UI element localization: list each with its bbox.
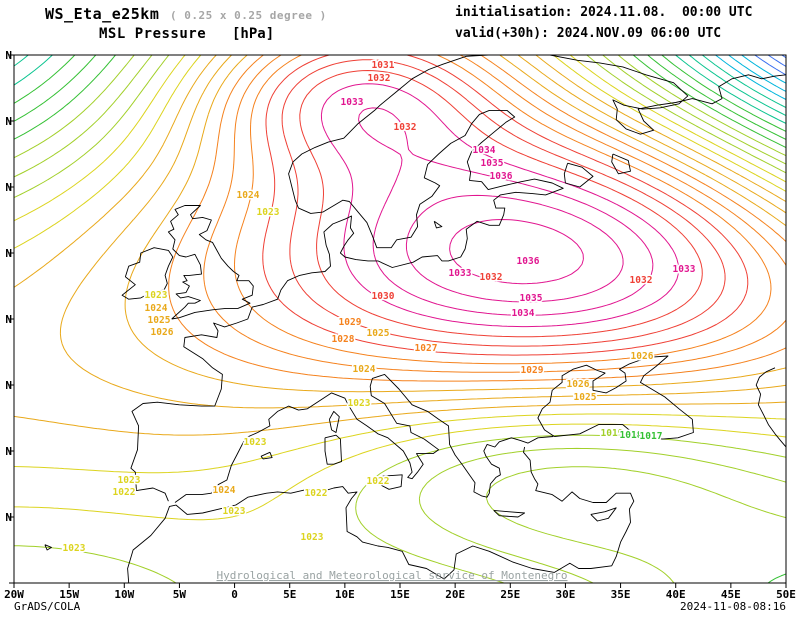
x-axis-labels: 20W 15W 10W 5W 0 5E 10E 15E 20E 25E 30E 35E 40E 45E 50… bbox=[4, 588, 796, 601]
x-axis-label: 15E bbox=[390, 588, 410, 601]
contour-label: 1033 bbox=[673, 264, 696, 275]
contour-label: 1032 bbox=[630, 275, 653, 286]
contour-labels-layer: 1031 1032 1033 1032 1034 1035 1036 1036 1033 1032… bbox=[61, 59, 697, 556]
contour-label: 1029 bbox=[521, 365, 544, 376]
y-axis-label: N bbox=[5, 445, 12, 458]
x-axis-label: 30E bbox=[555, 588, 575, 601]
contour-label: 1023 bbox=[223, 506, 246, 517]
contour-label: 1024 bbox=[213, 485, 236, 496]
contour-label: 1034 bbox=[473, 145, 496, 156]
contour-label: 1029 bbox=[339, 317, 362, 328]
field-units: [hPa] bbox=[232, 26, 275, 42]
x-axis-label: 20W bbox=[4, 588, 24, 601]
x-axis-label: 5E bbox=[283, 588, 296, 601]
contour-label: 1018 bbox=[620, 430, 643, 441]
contour-label: 1025 bbox=[367, 328, 390, 339]
contour-label: 1017 bbox=[640, 431, 663, 442]
contour-label: 1026 bbox=[567, 379, 590, 390]
init-time-label: initialisation: 2024.11.08. 00:00 UTC bbox=[455, 5, 753, 20]
contour-label: 1019 bbox=[601, 428, 624, 439]
y-axis-label: N bbox=[5, 181, 12, 194]
model-title: WS_Eta_e25km bbox=[45, 5, 160, 23]
axis-ticks bbox=[9, 54, 787, 588]
x-axis-label: 0 bbox=[231, 588, 238, 601]
contour-label: 1023 bbox=[348, 398, 371, 409]
contour-label: 1030 bbox=[372, 291, 395, 302]
creation-timestamp: 2024-11-08-08:16 bbox=[680, 600, 786, 613]
y-axis-label: N bbox=[5, 49, 12, 62]
contour-label: 1022 bbox=[113, 487, 136, 498]
y-axis-label: N bbox=[5, 511, 12, 524]
valid-time-label: valid(+30h): 2024.NOV.09 06:00 UTC bbox=[455, 26, 722, 41]
contour-label: 1024 bbox=[145, 303, 168, 314]
y-axis-label: N bbox=[5, 247, 12, 260]
x-axis-label: 10W bbox=[114, 588, 134, 601]
contour-label: 1032 bbox=[480, 272, 503, 283]
contour-label: 1023 bbox=[244, 437, 267, 448]
contour-label: 1024 bbox=[353, 364, 376, 375]
contour-label: 1025 bbox=[574, 392, 597, 403]
x-axis-label: 15W bbox=[59, 588, 79, 601]
y-axis-label: N bbox=[5, 313, 12, 326]
contour-label: 1035 bbox=[481, 158, 504, 169]
contour-label: 1028 bbox=[332, 334, 355, 345]
contour-label: 1023 bbox=[118, 475, 141, 486]
contour-label: 1026 bbox=[631, 351, 654, 362]
contour-label: 1025 bbox=[148, 315, 171, 326]
contours-layer bbox=[14, 55, 786, 583]
grads-credit: GrADS/COLA bbox=[14, 600, 81, 613]
contour-label: 1023 bbox=[257, 207, 280, 218]
contour-label: 1022 bbox=[367, 476, 390, 487]
x-axis-label: 40E bbox=[666, 588, 686, 601]
x-axis-label: 20E bbox=[445, 588, 465, 601]
contour-label: 1032 bbox=[368, 73, 391, 84]
contour-label: 1034 bbox=[512, 308, 535, 319]
contour-label: 1036 bbox=[490, 171, 513, 182]
contour-label: 1023 bbox=[301, 532, 324, 543]
contour-label: 1024 bbox=[237, 190, 260, 201]
x-axis-label: 10E bbox=[335, 588, 355, 601]
y-axis-label: N bbox=[5, 379, 12, 392]
field-title: MSL Pressure bbox=[99, 26, 207, 42]
x-axis-label: 50E bbox=[776, 588, 796, 601]
x-axis-label: 35E bbox=[611, 588, 631, 601]
x-axis-label: 5W bbox=[173, 588, 187, 601]
x-axis-label: 25E bbox=[500, 588, 520, 601]
contour-label: 1022 bbox=[305, 488, 328, 499]
contour-label: 1033 bbox=[449, 268, 472, 279]
coastlines-layer bbox=[44, 55, 786, 583]
resolution-note: ( 0.25 x 0.25 degree ) bbox=[170, 9, 327, 22]
contour-label: 1031 bbox=[372, 60, 395, 71]
contour-label: 1026 bbox=[151, 327, 174, 338]
map-frame bbox=[13, 54, 787, 584]
watermark-text: Hydrological and Meteorological service … bbox=[217, 569, 568, 582]
contour-label: 1023 bbox=[145, 290, 168, 301]
y-axis-labels: N N N N N N N N bbox=[5, 49, 12, 524]
x-axis-label: 45E bbox=[721, 588, 741, 601]
contour-label: 1035 bbox=[520, 293, 543, 304]
contour-label: 1023 bbox=[63, 543, 86, 554]
y-axis-label: N bbox=[5, 115, 12, 128]
contour-label: 1033 bbox=[341, 97, 364, 108]
contour-label: 1032 bbox=[394, 122, 417, 133]
contour-label: 1027 bbox=[415, 343, 438, 354]
contour-label: 1036 bbox=[517, 256, 540, 267]
